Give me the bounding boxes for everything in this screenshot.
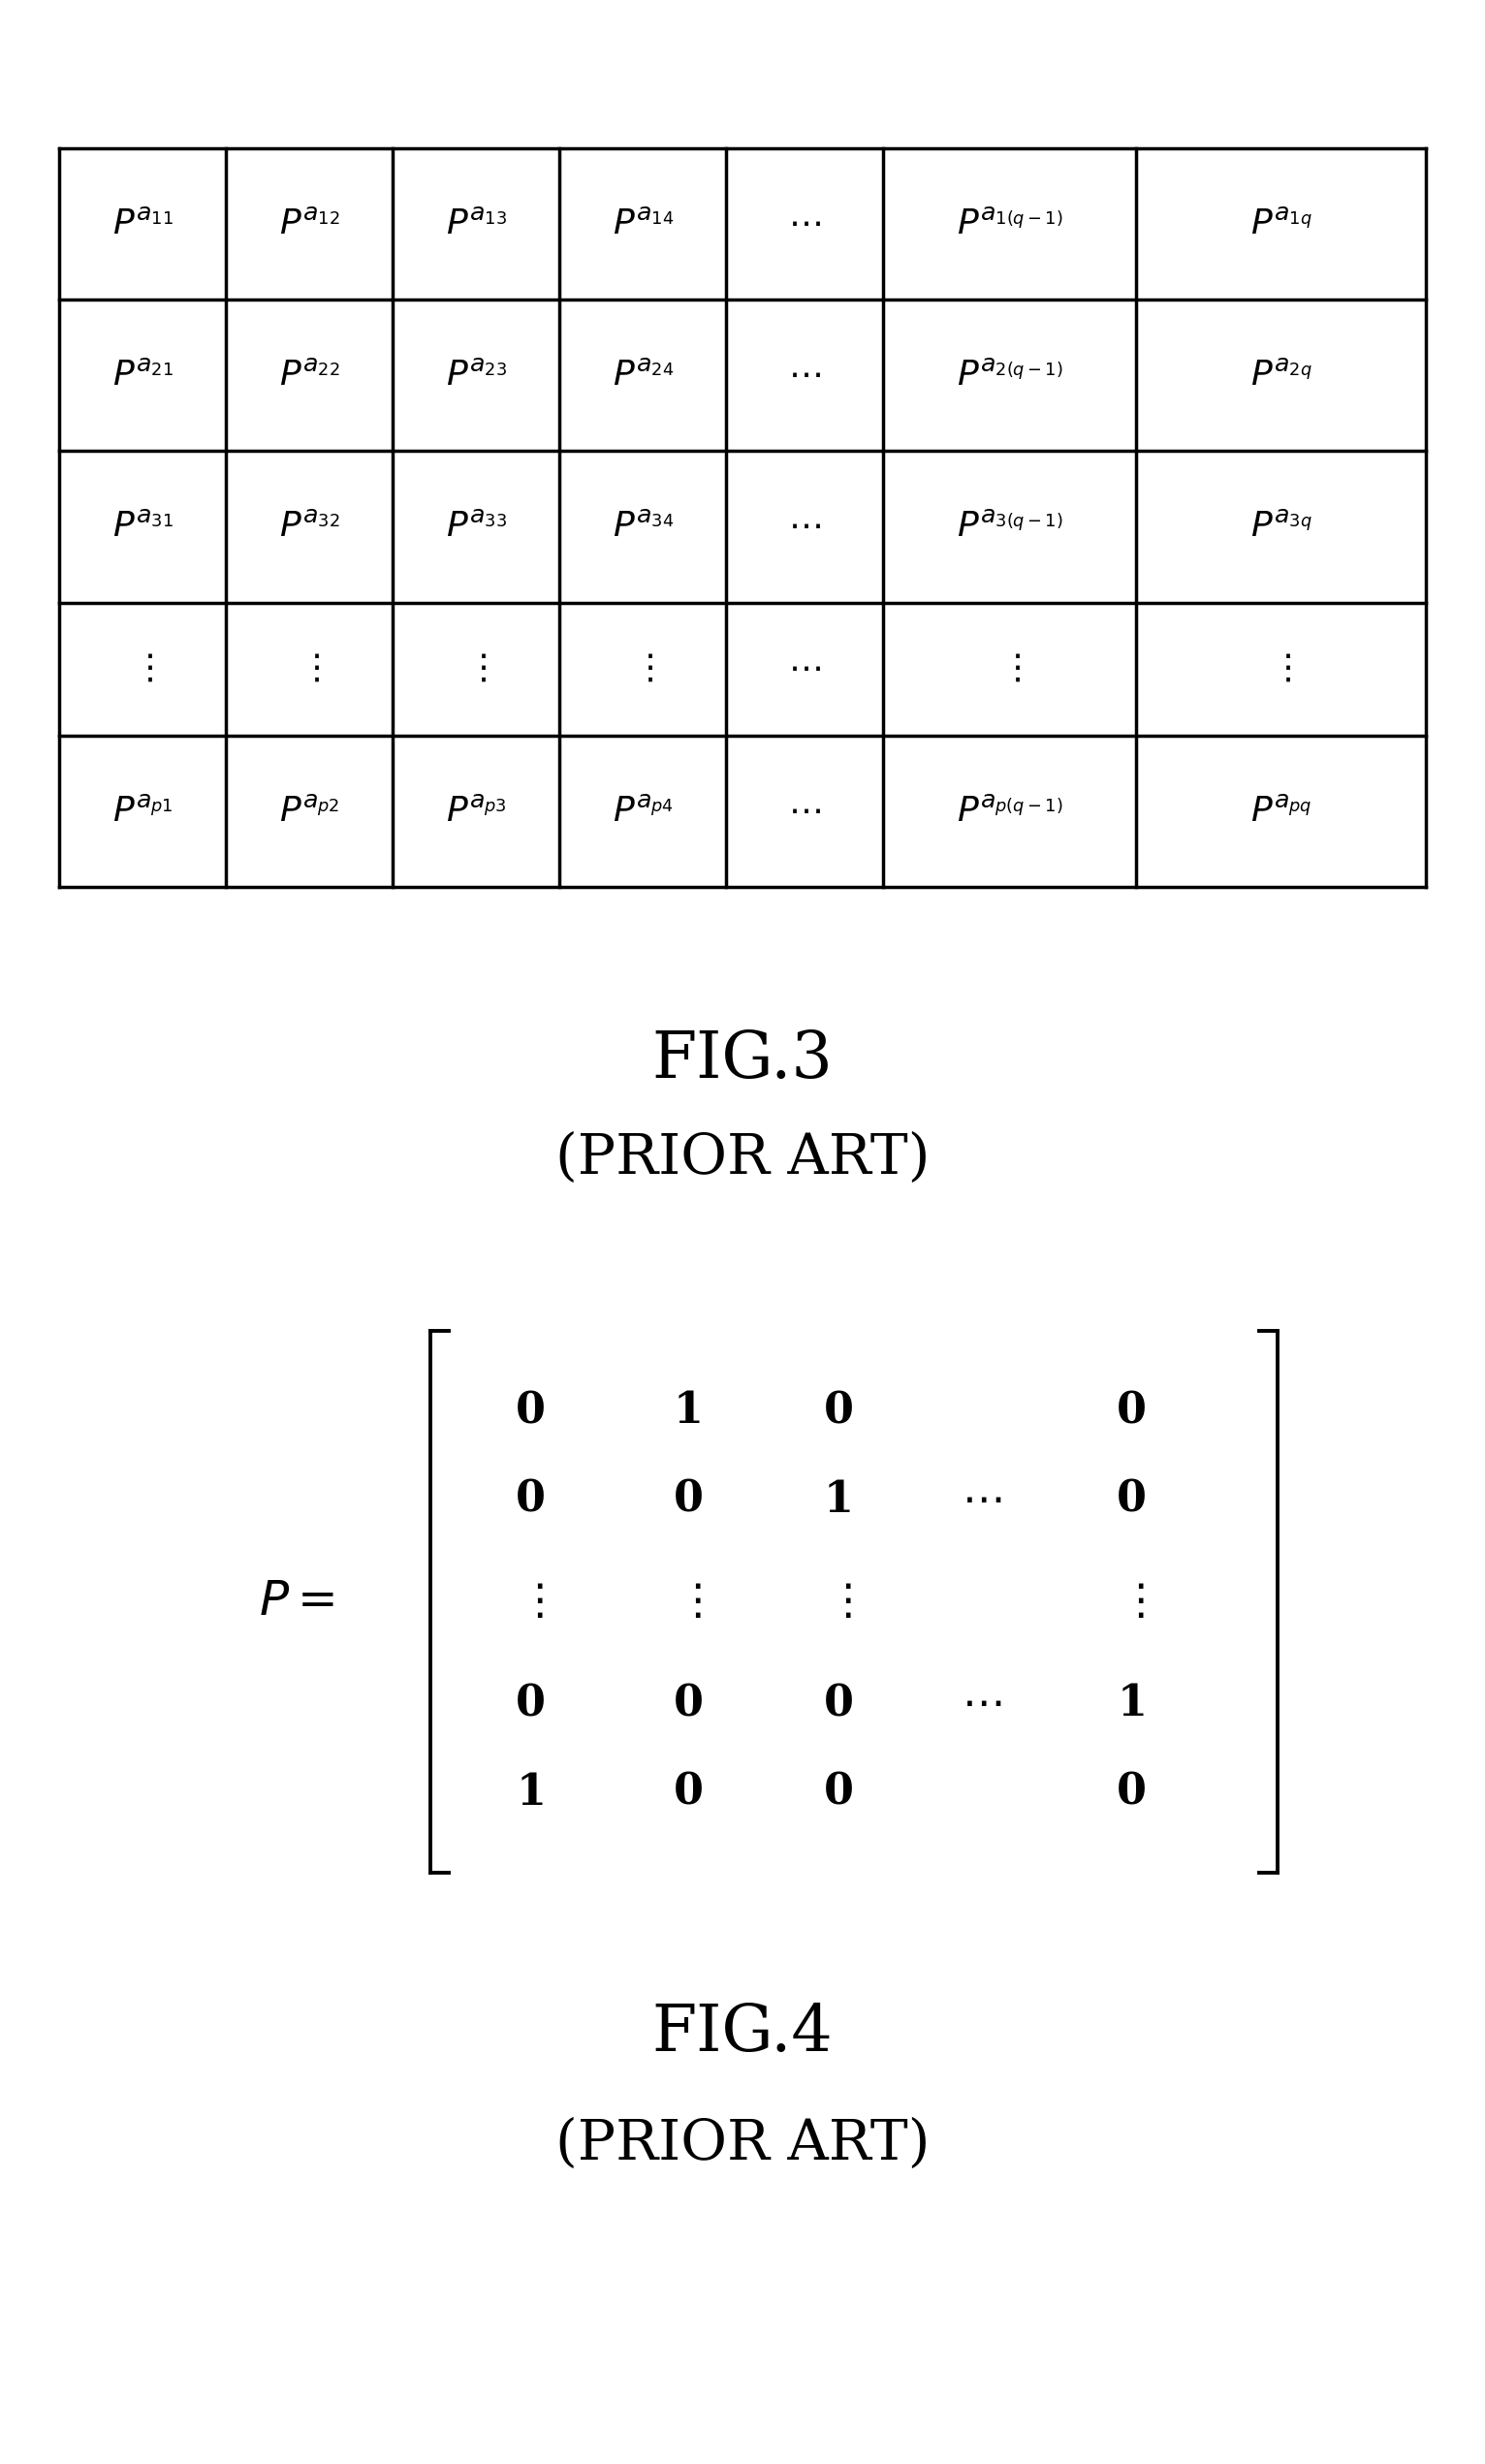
Text: (PRIOR ART): (PRIOR ART) <box>555 2117 930 2171</box>
Text: 0: 0 <box>515 1390 546 1432</box>
Text: 1: 1 <box>515 1772 545 1814</box>
Text: 0: 0 <box>824 1683 854 1725</box>
Text: $\vdots$: $\vdots$ <box>132 653 153 685</box>
Text: $P^{a_{12}}$: $P^{a_{12}}$ <box>279 207 340 239</box>
Text: $P^{a_{31}}$: $P^{a_{31}}$ <box>113 510 174 542</box>
Text: $\vdots$: $\vdots$ <box>298 653 319 685</box>
Text: $\cdots$: $\cdots$ <box>962 1478 1001 1520</box>
Text: $\vdots$: $\vdots$ <box>826 1582 852 1621</box>
Text: $P^{a_{2(q-1)}}$: $P^{a_{2(q-1)}}$ <box>956 360 1063 392</box>
Text: $P^{a_{24}}$: $P^{a_{24}}$ <box>612 360 673 392</box>
Text: $P^{a_{pq}}$: $P^{a_{pq}}$ <box>1250 796 1311 828</box>
Text: 0: 0 <box>824 1772 854 1814</box>
Text: $P^{a_{14}}$: $P^{a_{14}}$ <box>612 207 673 239</box>
Text: 1: 1 <box>824 1478 854 1520</box>
Text: $P^{a_{p3}}$: $P^{a_{p3}}$ <box>445 796 506 828</box>
Text: $P^{a_{2q}}$: $P^{a_{2q}}$ <box>1250 360 1311 392</box>
Text: $P^{a_{11}}$: $P^{a_{11}}$ <box>113 207 174 239</box>
Text: $P =$: $P =$ <box>258 1577 336 1626</box>
Text: $P^{a_{p2}}$: $P^{a_{p2}}$ <box>279 796 340 828</box>
Text: $P^{a_{1q}}$: $P^{a_{1q}}$ <box>1250 207 1311 239</box>
Text: $P^{a_{p4}}$: $P^{a_{p4}}$ <box>612 796 673 828</box>
Text: 0: 0 <box>1117 1772 1146 1814</box>
Text: $\cdots$: $\cdots$ <box>962 1683 1001 1725</box>
Text: $\vdots$: $\vdots$ <box>676 1582 701 1621</box>
Text: FIG.4: FIG.4 <box>652 2001 833 2065</box>
Text: $P^{a_{21}}$: $P^{a_{21}}$ <box>113 360 174 392</box>
Text: $\cdots$: $\cdots$ <box>789 796 821 828</box>
Text: $\cdots$: $\cdots$ <box>789 207 821 239</box>
Text: $P^{a_{3(q-1)}}$: $P^{a_{3(q-1)}}$ <box>956 510 1063 542</box>
Text: $P^{a_{p(q-1)}}$: $P^{a_{p(q-1)}}$ <box>956 796 1063 828</box>
Text: $P^{a_{1(q-1)}}$: $P^{a_{1(q-1)}}$ <box>956 207 1063 239</box>
Text: 1: 1 <box>674 1390 704 1432</box>
Text: $P^{a_{22}}$: $P^{a_{22}}$ <box>279 360 340 392</box>
Text: 1: 1 <box>1117 1683 1146 1725</box>
Text: 0: 0 <box>674 1772 704 1814</box>
Text: $P^{a_{p1}}$: $P^{a_{p1}}$ <box>113 796 174 828</box>
Text: $\vdots$: $\vdots$ <box>518 1582 544 1621</box>
Text: $\vdots$: $\vdots$ <box>1270 653 1292 685</box>
Text: 0: 0 <box>515 1683 546 1725</box>
Text: $\cdots$: $\cdots$ <box>789 653 821 685</box>
Text: $\vdots$: $\vdots$ <box>999 653 1020 685</box>
Text: 0: 0 <box>674 1683 704 1725</box>
Text: 0: 0 <box>515 1478 546 1520</box>
Text: $P^{a_{13}}$: $P^{a_{13}}$ <box>445 207 506 239</box>
Text: 0: 0 <box>1117 1478 1146 1520</box>
Text: $\vdots$: $\vdots$ <box>1120 1582 1145 1621</box>
Text: FIG.3: FIG.3 <box>652 1027 833 1092</box>
Text: $P^{a_{33}}$: $P^{a_{33}}$ <box>445 510 506 542</box>
Text: (PRIOR ART): (PRIOR ART) <box>555 1131 930 1185</box>
Text: $P^{a_{34}}$: $P^{a_{34}}$ <box>612 510 673 542</box>
Text: 0: 0 <box>674 1478 704 1520</box>
Text: $P^{a_{32}}$: $P^{a_{32}}$ <box>279 510 340 542</box>
Text: $\vdots$: $\vdots$ <box>633 653 653 685</box>
Text: $P^{a_{23}}$: $P^{a_{23}}$ <box>445 360 506 392</box>
Text: $\vdots$: $\vdots$ <box>465 653 487 685</box>
Text: $\cdots$: $\cdots$ <box>789 510 821 542</box>
Text: $\cdots$: $\cdots$ <box>789 360 821 392</box>
Text: 0: 0 <box>1117 1390 1146 1432</box>
Text: 0: 0 <box>824 1390 854 1432</box>
Text: $P^{a_{3q}}$: $P^{a_{3q}}$ <box>1250 510 1311 542</box>
